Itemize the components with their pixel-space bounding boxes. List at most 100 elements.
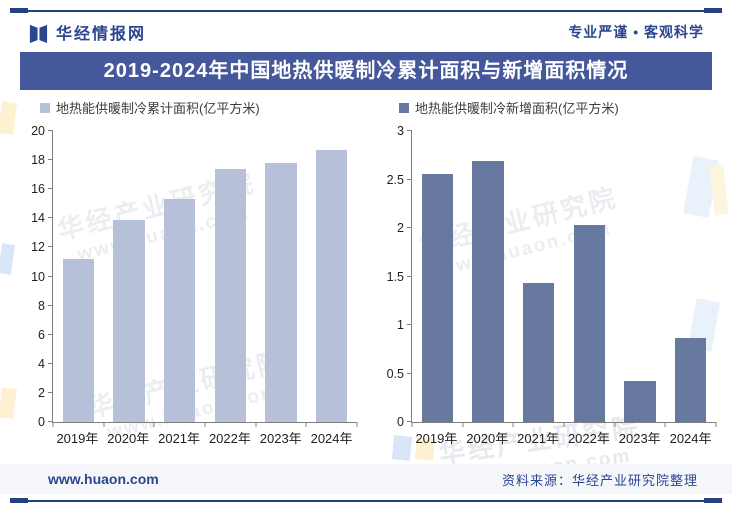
y-tick-mark <box>407 324 412 325</box>
y-tick-mark <box>407 227 412 228</box>
x-tick-mark <box>512 422 514 427</box>
y-tick-label: 12 <box>31 240 45 255</box>
y-tick-label: 1.5 <box>386 269 404 284</box>
y-tick-mark <box>407 372 412 374</box>
legend-cumulative: 地热能供暖制冷累计面积(亿平方米) <box>40 98 367 117</box>
charts-row: 地热能供暖制冷累计面积(亿平方米) 0 2 4 6 8 10 12 14 16 18 20 2019… <box>0 90 732 447</box>
rule-cap <box>10 8 28 13</box>
legend-label: 地热能供暖制冷新增面积(亿平方米) <box>415 101 619 116</box>
bar-2020年 <box>472 161 504 422</box>
y-tick-mark <box>48 246 53 248</box>
x-tick-mark <box>462 422 464 427</box>
x-tick-label: 2021年 <box>158 431 201 446</box>
y-tick-mark <box>48 130 53 131</box>
y-tick-mark <box>48 421 53 422</box>
x-tick-mark <box>52 422 54 427</box>
y-tick-mark <box>48 391 53 393</box>
rule-line <box>28 499 704 502</box>
y-tick-label: 18 <box>31 153 45 168</box>
x-tick-mark <box>715 422 717 427</box>
y-tick-label: 0 <box>38 415 45 429</box>
brand-logo-icon <box>29 24 48 43</box>
x-tick-mark <box>411 422 413 427</box>
x-tick-mark <box>204 422 206 427</box>
y-tick-label: 0.5 <box>386 366 404 381</box>
x-tick-label: 2022年 <box>208 431 251 446</box>
legend-new: 地热能供暖制冷新增面积(亿平方米) <box>399 98 726 117</box>
page-title: 2019-2024年中国地热供暖制冷累计面积与新增面积情况 <box>20 52 712 90</box>
footer: www.huaon.com 资料来源：华经产业研究院整理 <box>0 464 732 494</box>
y-tick-mark <box>48 159 53 161</box>
y-tick-label: 6 <box>38 327 45 342</box>
header: 华经情报网 专业严谨 • 客观科学 <box>0 13 732 49</box>
y-tick-label: 2 <box>38 385 45 400</box>
y-tick-label: 4 <box>38 356 45 371</box>
x-tick-label: 2021年 <box>517 431 560 446</box>
rule-cap <box>10 498 28 503</box>
x-tick-label: 2023年 <box>259 431 302 446</box>
bar-2024年 <box>315 149 348 422</box>
x-axis-labels: 2019年 2020年 2021年 2022年 2023年 2024年 <box>52 428 357 447</box>
x-tick-label: 2020年 <box>466 431 509 446</box>
y-tick-mark <box>48 304 53 306</box>
plot-wrap: 0 2 4 6 8 10 12 14 16 18 20 <box>8 123 367 429</box>
rule-cap <box>704 498 722 503</box>
header-slogan: 专业严谨 • 客观科学 <box>568 24 704 40</box>
rule-line <box>28 9 704 12</box>
x-tick-label: 2024年 <box>669 431 712 446</box>
y-tick-label: 16 <box>31 182 45 197</box>
legend-marker <box>40 102 50 113</box>
y-tick-label: 2 <box>397 221 404 235</box>
bottom-rule <box>10 498 722 503</box>
bar-2024年 <box>674 337 707 422</box>
y-tick-mark <box>48 188 53 190</box>
footer-site-link[interactable]: www.huaon.com <box>48 471 159 487</box>
rule-cap <box>704 8 722 13</box>
plot-wrap: 0 0.5 1 1.5 2 2.5 3 <box>367 123 726 429</box>
x-tick-label: 2022年 <box>567 431 610 446</box>
y-tick-label: 10 <box>31 269 45 284</box>
plot-area: 0 2 4 6 8 10 12 14 16 18 20 <box>31 124 358 429</box>
legend-marker <box>399 102 409 113</box>
bar-2022年 <box>214 168 247 422</box>
brand[interactable]: 华经情报网 <box>28 20 146 44</box>
x-tick-label: 2019年 <box>415 431 458 446</box>
x-tick-mark <box>255 422 257 427</box>
y-tick-label: 20 <box>31 124 45 138</box>
top-rule <box>10 8 722 13</box>
x-tick-mark <box>153 422 155 427</box>
y-tick-mark <box>48 217 53 219</box>
x-tick-mark <box>356 422 358 427</box>
x-tick-label: 2019年 <box>56 431 99 446</box>
x-tick-mark <box>664 422 666 427</box>
y-tick-mark <box>407 130 412 131</box>
bar-2019年 <box>62 259 95 422</box>
bar-2019年 <box>421 173 454 422</box>
bar-2021年 <box>522 283 555 422</box>
x-axis-labels: 2019年 2020年 2021年 2022年 2023年 2024年 <box>411 428 716 447</box>
y-tick-label: 1 <box>397 318 404 332</box>
bar-2023年 <box>624 381 656 422</box>
x-tick-label: 2020年 <box>107 431 150 446</box>
y-tick-mark <box>48 362 53 364</box>
plot-area: 0 0.5 1 1.5 2 2.5 3 <box>387 124 717 429</box>
bar-2020年 <box>113 219 145 422</box>
x-tick-mark <box>103 422 105 427</box>
y-tick-label: 2.5 <box>386 172 404 187</box>
legend-label: 地热能供暖制冷累计面积(亿平方米) <box>56 101 260 116</box>
x-tick-mark <box>614 422 616 427</box>
x-tick-label: 2024年 <box>310 431 353 446</box>
chart-new-area: 地热能供暖制冷新增面积(亿平方米) 0 0.5 1 1.5 2 2.5 3 2019年 202… <box>367 98 726 447</box>
brand-name: 华经情报网 <box>56 26 147 43</box>
y-tick-mark <box>48 275 53 277</box>
x-tick-label: 2023年 <box>618 431 661 446</box>
y-tick-mark <box>407 275 412 277</box>
bar-2021年 <box>163 199 196 422</box>
y-tick-label: 8 <box>38 298 45 313</box>
x-tick-mark <box>305 422 307 427</box>
bar-2022年 <box>573 225 606 422</box>
chart-cumulative-area: 地热能供暖制冷累计面积(亿平方米) 0 2 4 6 8 10 12 14 16 18 20 2019… <box>8 98 367 447</box>
footer-source: 资料来源：华经产业研究院整理 <box>501 472 698 488</box>
y-tick-label: 0 <box>397 415 404 429</box>
bar-2023年 <box>265 163 297 422</box>
